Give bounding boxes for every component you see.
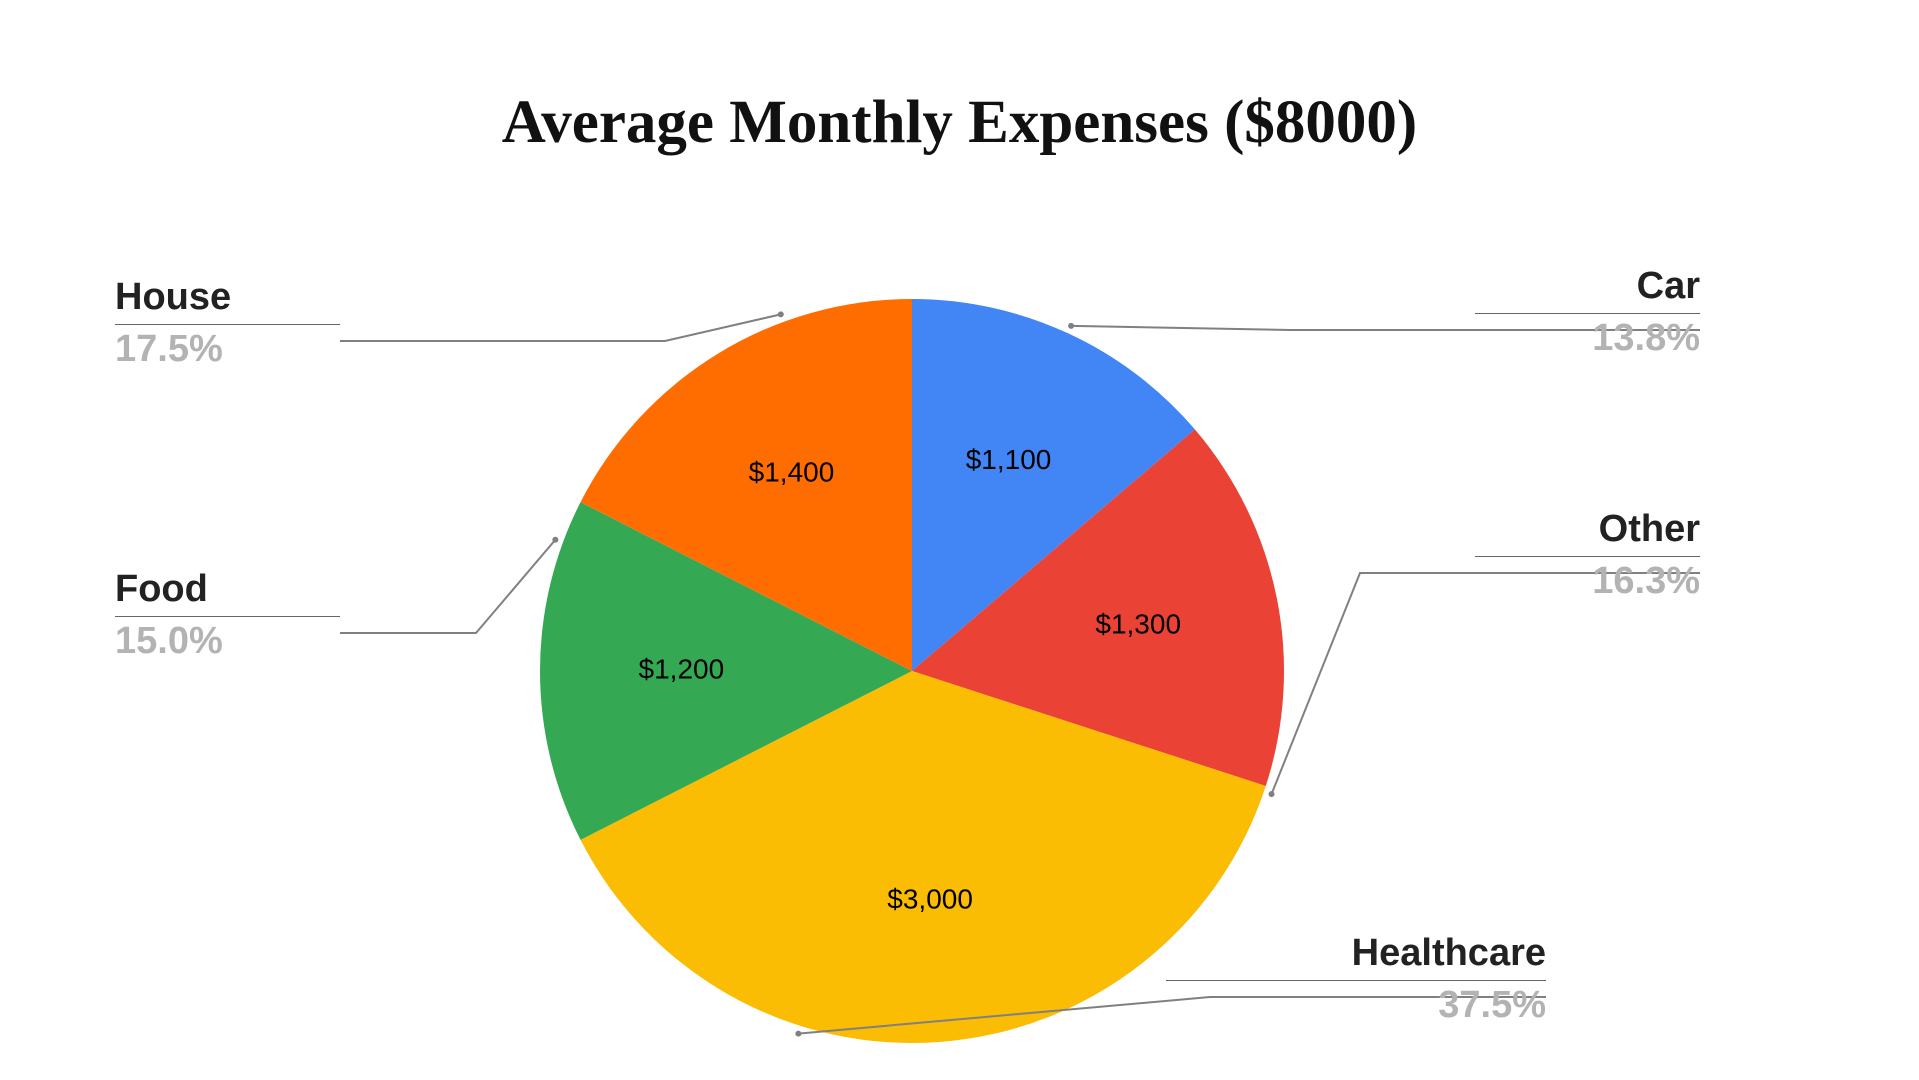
callout-car: Car 13.8%	[1475, 266, 1700, 359]
leader-line-house	[340, 314, 781, 341]
callout-name: House	[115, 277, 340, 318]
callout-percent: 15.0%	[115, 621, 340, 662]
callout-divider	[1475, 556, 1700, 557]
callout-house: House 17.5%	[115, 277, 340, 370]
callout-divider	[115, 616, 340, 617]
slice-label-healthcare: $3,000	[887, 883, 973, 914]
slice-label-other: $1,300	[1095, 608, 1181, 639]
callout-percent: 37.5%	[1166, 985, 1546, 1026]
callout-name: Car	[1475, 266, 1700, 307]
callout-percent: 17.5%	[115, 329, 340, 370]
callout-divider	[115, 324, 340, 325]
callout-healthcare: Healthcare 37.5%	[1166, 933, 1546, 1026]
callout-percent: 13.8%	[1475, 318, 1700, 359]
callout-food: Food 15.0%	[115, 569, 340, 662]
slice-label-house: $1,400	[749, 457, 835, 488]
slice-label-car: $1,100	[966, 444, 1052, 475]
callout-other: Other 16.3%	[1475, 509, 1700, 602]
callout-percent: 16.3%	[1475, 561, 1700, 602]
callout-divider	[1475, 313, 1700, 314]
leader-line-food	[340, 540, 555, 633]
slice-label-food: $1,200	[639, 653, 725, 684]
callout-name: Other	[1475, 509, 1700, 550]
leader-line-other	[1272, 573, 1700, 794]
callout-divider	[1166, 980, 1546, 981]
callout-name: Food	[115, 569, 340, 610]
callout-name: Healthcare	[1166, 933, 1546, 974]
